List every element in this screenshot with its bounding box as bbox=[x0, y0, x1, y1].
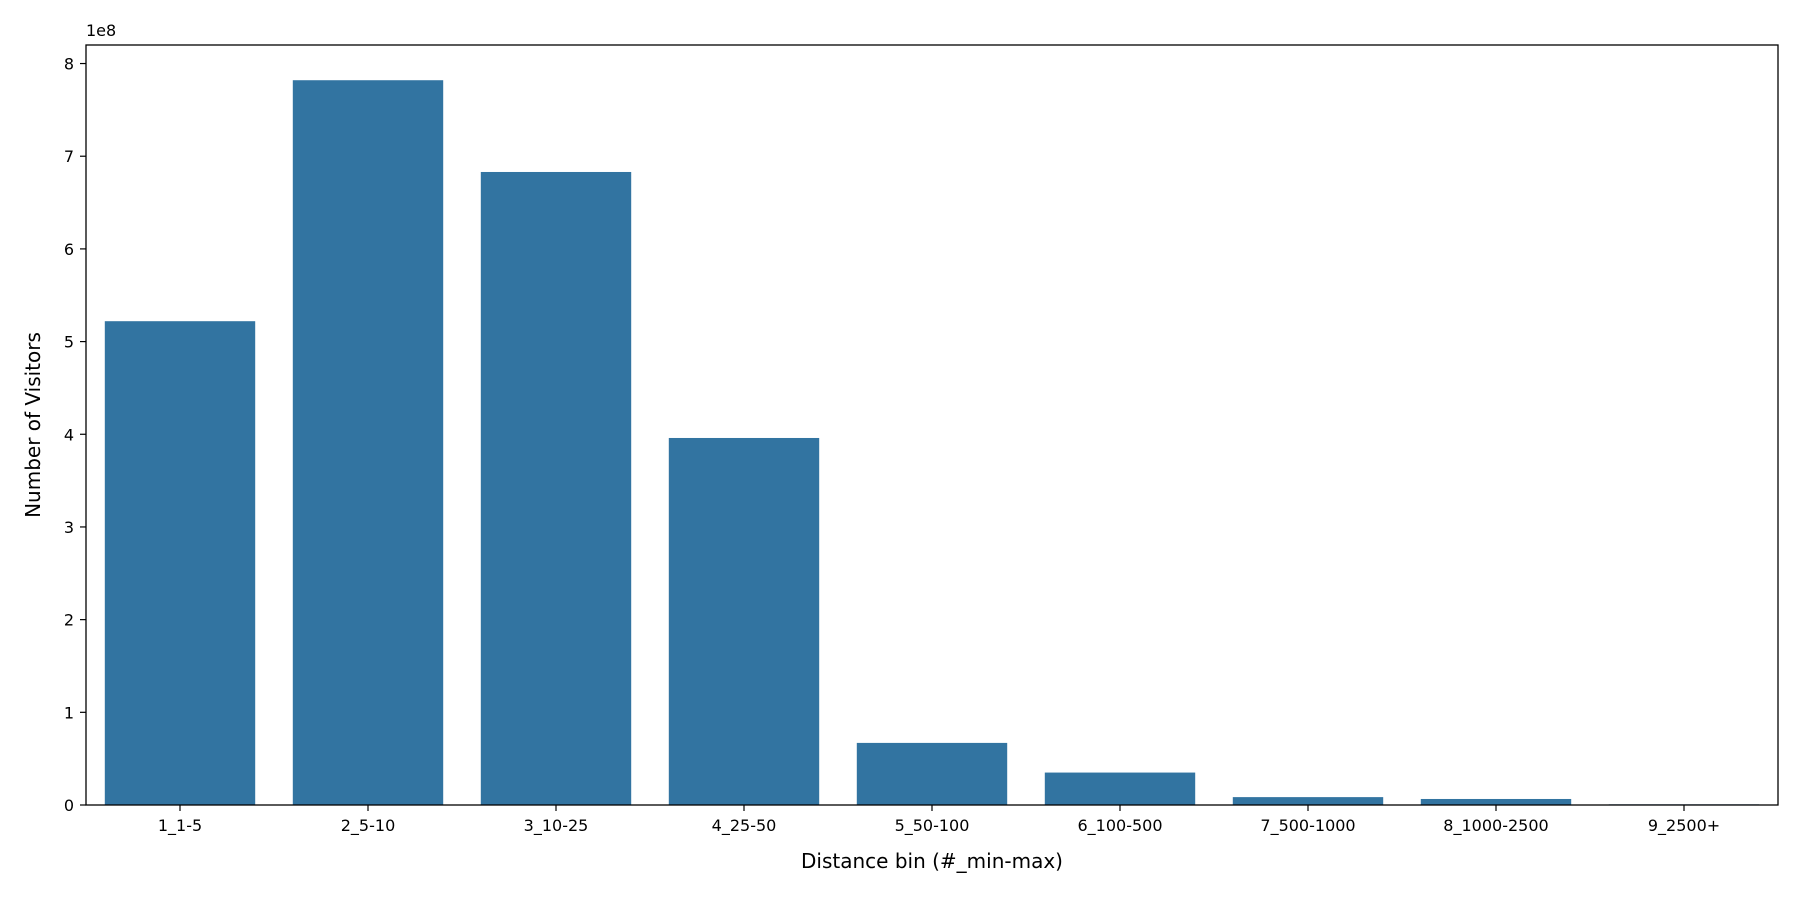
y-axis: 0 1 2 3 4 5 6 7 8 bbox=[64, 55, 86, 815]
y-tick-label: 0 bbox=[64, 796, 74, 815]
x-tick-label: 6_100-500 bbox=[1077, 816, 1162, 836]
bars-group bbox=[104, 80, 1760, 806]
y-axis-title: Number of Visitors bbox=[21, 332, 45, 518]
x-tick-label: 4_25-50 bbox=[712, 816, 777, 836]
bar-7_500-1000 bbox=[1232, 797, 1384, 805]
x-axis-title: Distance bin (#_min-max) bbox=[801, 849, 1063, 873]
x-tick-label: 3_10-25 bbox=[524, 816, 589, 836]
x-tick-label: 1_1-5 bbox=[158, 816, 202, 836]
x-tick-label: 7_500-1000 bbox=[1260, 816, 1355, 836]
x-axis: 1_1-5 2_5-10 3_10-25 4_25-50 5_50-100 6_100-5… bbox=[158, 805, 1720, 836]
y-tick-label: 6 bbox=[64, 240, 74, 259]
bar-6_100-500 bbox=[1044, 772, 1196, 805]
plot-frame bbox=[85, 44, 1779, 806]
x-tick-label: 9_2500+ bbox=[1648, 816, 1720, 836]
y-tick-label: 4 bbox=[64, 425, 74, 444]
y-tick-label: 5 bbox=[64, 333, 74, 352]
bar-5_50-100 bbox=[856, 742, 1008, 805]
bar-8_1000-2500 bbox=[1420, 798, 1572, 805]
bar-1_1-5 bbox=[104, 321, 256, 805]
bar-4_25-50 bbox=[668, 437, 820, 805]
x-tick-label: 2_5-10 bbox=[341, 816, 396, 836]
y-tick-label: 7 bbox=[64, 147, 74, 166]
y-tick-label: 8 bbox=[64, 55, 74, 74]
x-tick-label: 8_1000-2500 bbox=[1443, 816, 1548, 836]
y-tick-label: 1 bbox=[64, 703, 74, 722]
bar-2_5-10 bbox=[292, 80, 444, 806]
y-tick-label: 2 bbox=[64, 611, 74, 630]
y-tick-label: 3 bbox=[64, 518, 74, 537]
bar-3_10-25 bbox=[480, 171, 632, 806]
y-offset-label: 1e8 bbox=[86, 21, 116, 40]
x-tick-label: 5_50-100 bbox=[895, 816, 970, 836]
